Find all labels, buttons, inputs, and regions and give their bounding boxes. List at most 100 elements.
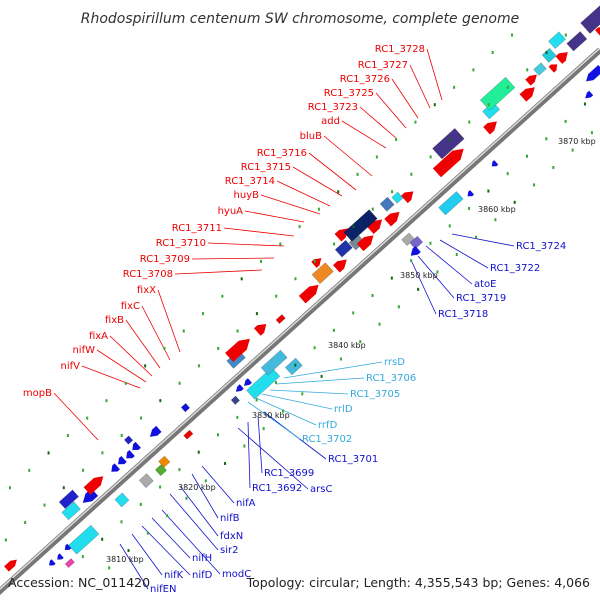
tick-mark <box>62 486 65 490</box>
reverse-cds-feature <box>49 559 56 566</box>
gene-arrow <box>64 543 72 551</box>
kbp-tick-3830-kbp: 3830 kbp <box>252 411 290 420</box>
forward-cds-feature <box>225 338 250 362</box>
leader-line <box>157 289 181 353</box>
kbp-tick-3860-kbp: 3860 kbp <box>478 205 516 214</box>
gene-feature <box>343 209 378 242</box>
tick-mark <box>455 253 458 257</box>
gene-label-fixa: fixA <box>89 331 108 342</box>
tick-mark <box>202 312 205 316</box>
gene-feature <box>246 367 281 400</box>
gene-arrow <box>525 74 537 86</box>
leader-line <box>109 335 153 377</box>
leader-line <box>247 421 251 489</box>
tick-mark <box>120 433 123 437</box>
forward-cds-feature <box>595 26 600 37</box>
gene-label-rc1-3710: RC1_3710 <box>156 238 206 249</box>
gene-block <box>246 367 281 400</box>
tick-mark <box>414 120 417 124</box>
leader-line <box>269 389 349 395</box>
gene-feature <box>61 501 81 521</box>
tick-mark <box>197 364 200 368</box>
gene-feature <box>533 62 547 76</box>
gene-block <box>566 31 588 52</box>
gene-label-rc1-3727: RC1_3727 <box>358 60 408 71</box>
forward-cds-feature <box>298 284 319 304</box>
gene-label-fdxn: fdxN <box>220 531 243 542</box>
gene-arrow <box>491 160 499 167</box>
gene-label-modc: modC <box>222 569 251 580</box>
gene-label-rc1-3705: RC1_3705 <box>350 389 400 400</box>
tick-mark <box>526 154 529 158</box>
gene-feature <box>64 558 75 569</box>
gene-arrow <box>243 378 252 386</box>
tick-mark <box>391 190 394 194</box>
forward-cds-feature <box>83 476 104 495</box>
gene-label-rc1-3692: RC1_3692 <box>252 483 302 494</box>
gene-label-rc1-3714: RC1_3714 <box>225 176 275 187</box>
gene-arrow <box>483 121 497 135</box>
tick-mark <box>217 346 220 350</box>
tick-mark <box>526 68 529 72</box>
tick-mark <box>410 172 413 176</box>
tick-mark <box>166 514 169 518</box>
gene-arrow <box>57 553 64 560</box>
gene-label-nifb: nifB <box>220 513 240 524</box>
tick-mark <box>397 305 400 309</box>
gene-arrow <box>132 441 141 451</box>
gene-feature <box>58 489 79 510</box>
gene-feature <box>566 31 588 52</box>
tick-mark <box>259 259 262 263</box>
leader-line <box>260 194 321 215</box>
forward-cds-feature <box>384 211 400 227</box>
gene-label-nifw: nifW <box>72 345 95 356</box>
gene-label-rc1-3716: RC1_3716 <box>257 148 307 159</box>
gene-label-nifd: nifD <box>192 570 213 581</box>
gene-feature <box>479 76 516 111</box>
tick-mark <box>332 328 335 332</box>
kbp-tick-3820-kbp: 3820 kbp <box>178 483 216 492</box>
tick-mark <box>564 119 567 123</box>
tick-mark <box>105 399 108 403</box>
gene-arrow <box>235 384 244 392</box>
leader-line <box>276 180 331 207</box>
kbp-tick-3810-kbp: 3810 kbp <box>106 555 144 564</box>
forward-cds-feature <box>183 429 194 440</box>
reverse-cds-feature <box>235 384 244 392</box>
tick-mark <box>255 398 258 402</box>
gene-feature <box>230 395 241 405</box>
forward-cds-feature <box>525 74 537 86</box>
tick-mark <box>337 190 340 194</box>
leader-line <box>359 106 397 139</box>
gene-feature <box>260 349 288 376</box>
tick-mark <box>66 434 69 438</box>
tick-mark <box>275 294 278 298</box>
gene-feature <box>548 31 567 50</box>
tick-mark <box>511 33 514 37</box>
gene-block <box>479 76 516 111</box>
gene-feature <box>114 492 130 508</box>
reverse-cds-feature <box>410 246 421 256</box>
tick-mark <box>236 415 239 419</box>
tick-mark <box>494 218 497 222</box>
forward-cds-feature <box>555 52 568 64</box>
gene-arrow <box>82 488 99 503</box>
gene-label-fixc: fixC <box>121 301 140 312</box>
leader-line <box>131 533 163 576</box>
gene-feature <box>432 127 465 160</box>
gene-label-rrsd: rrsD <box>384 357 405 368</box>
gene-arrow <box>595 26 600 37</box>
gene-label-rc1-3718: RC1_3718 <box>438 309 488 320</box>
leader-line <box>409 64 431 109</box>
tick-mark <box>8 486 11 490</box>
gene-block <box>58 489 79 510</box>
leader-line <box>141 305 171 361</box>
gene-block <box>114 492 130 508</box>
gene-label-rc1-3702: RC1_3702 <box>302 434 352 445</box>
tick-mark <box>352 311 355 315</box>
reverse-cds-feature <box>126 450 135 459</box>
tick-mark <box>146 531 149 535</box>
tick-mark <box>475 235 478 239</box>
tick-mark <box>410 259 413 263</box>
